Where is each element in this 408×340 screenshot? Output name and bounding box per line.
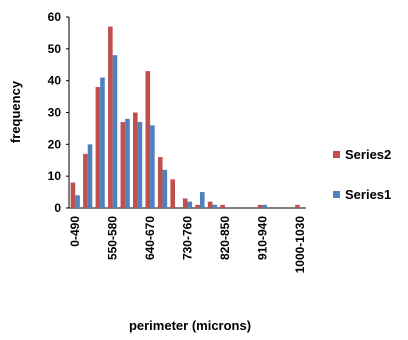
bar-series1-4 [125,118,130,208]
y-axis-title: frequency [8,80,23,143]
x-tick-label: 820-850 [218,216,232,260]
bar-series1-11 [212,204,218,208]
bar-series2-10 [195,204,200,208]
y-tick-label: 60 [48,10,62,24]
bar-series2-1 [83,153,88,208]
bar-series2-7 [157,157,163,208]
bar-series1-6 [150,125,155,208]
y-tick-label: 50 [48,42,62,56]
bar-series2-4 [120,122,126,208]
y-tick-label: 40 [48,74,62,88]
bar-series1-7 [162,169,168,208]
bar-series2-9 [182,198,188,208]
x-tick-label: 730-760 [181,216,195,260]
legend: Series2 Series1 [333,147,391,202]
bar-series2-18 [295,204,300,208]
bar-series2-0 [70,182,76,208]
bar-series1-5 [137,122,143,208]
bar-series1-15 [262,204,267,208]
bar-series2-5 [133,112,138,208]
y-tick-label: 20 [48,137,62,151]
bar-series2-2 [95,87,101,208]
y-tick-label: 0 [54,201,61,215]
x-axis-ticks: 0-490 550-580 640-670 730-760 820-850 910-940… [68,216,307,274]
bar-series1-10 [199,192,205,208]
y-tick-label: 30 [48,106,62,120]
bar-series1-1 [87,144,93,208]
legend-label-series1: Series1 [345,187,391,202]
x-tick-label: 910-940 [255,216,269,260]
legend-swatch-series1 [333,191,340,198]
bar-series2-11 [207,201,213,208]
x-tick-label: 1000-1030 [293,216,307,274]
bar-series2-12 [220,204,225,208]
x-tick-label: 550-580 [106,216,120,260]
bar-series1-3 [112,55,118,209]
bar-series1-2 [100,77,105,208]
x-tick-label: 640-670 [143,216,157,260]
bar-series [70,26,300,209]
legend-label-series2: Series2 [345,147,391,162]
y-axis-ticks: 0 10 20 30 40 50 60 [48,10,69,215]
bar-series1-9 [187,201,193,208]
x-axis-title: perimeter (microns) [129,318,251,333]
y-tick-label: 10 [48,169,62,183]
legend-swatch-series2 [333,151,340,158]
x-tick-label: 0-490 [68,216,82,247]
bar-series2-6 [145,71,151,208]
bar-series1-0 [75,195,80,208]
bar-series2-3 [108,26,113,208]
bar-series2-8 [170,179,176,208]
bar-series2-15 [257,204,263,208]
